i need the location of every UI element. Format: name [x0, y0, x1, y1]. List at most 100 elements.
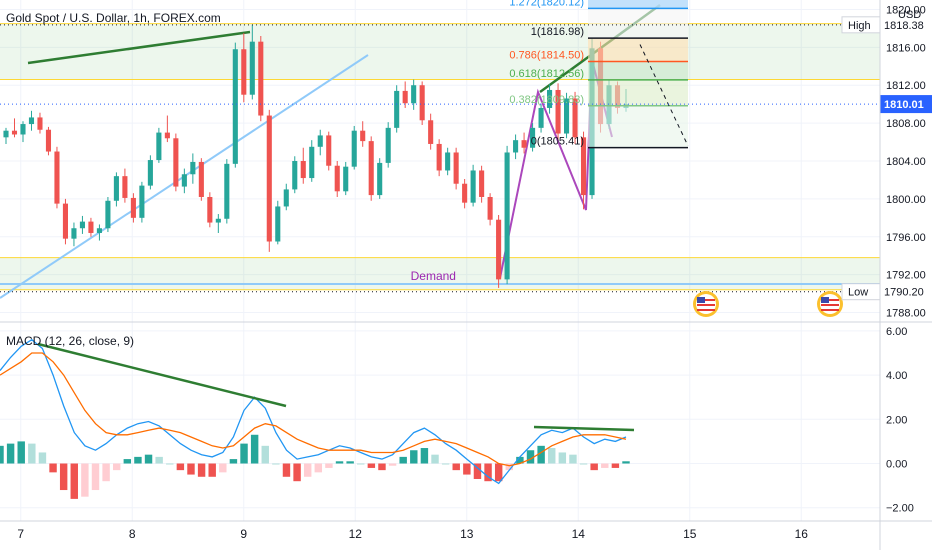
candle-body: [292, 161, 298, 190]
macd-histogram: [0, 434, 630, 499]
macd-tick-label: 0.00: [886, 459, 907, 471]
candle-body: [317, 135, 323, 147]
macd-histogram-bar: [601, 463, 609, 468]
candle-body: [283, 189, 289, 207]
macd-histogram-bar: [473, 463, 482, 479]
candle-body: [249, 41, 255, 95]
macd-histogram-bar: [59, 463, 68, 491]
candle-body: [564, 98, 570, 134]
macd-pane: MACD (12, 26, close, 9): [0, 330, 880, 509]
candle-body: [207, 196, 213, 223]
candle-body: [326, 135, 332, 166]
macd-histogram-bar: [452, 463, 460, 471]
macd-histogram-bar: [208, 463, 216, 477]
time-tick-label: 12: [349, 527, 363, 541]
macd-histogram-bar: [123, 459, 132, 464]
candle-body: [470, 170, 476, 203]
macd-histogram-bar: [335, 461, 344, 464]
fib-level-label: 0.786(1814.50): [509, 50, 584, 62]
macd-lines: [0, 338, 627, 485]
candle-body: [258, 41, 264, 116]
resistance-trendline: [27, 30, 251, 65]
price-lines-layer: Demand: [0, 24, 880, 293]
time-tick-label: 8: [129, 527, 136, 541]
candle-body: [360, 130, 366, 142]
events-layer: [693, 291, 843, 317]
candle-body: [334, 165, 340, 192]
us-flag-icon[interactable]: [693, 291, 719, 317]
price-pane: 1.272(1820.12) 1(1816.98) 0.786(1814.50) 0.…: [0, 0, 880, 521]
candle-body: [54, 151, 60, 204]
macd-tick-label: 4.00: [886, 370, 907, 382]
candle-body: [555, 89, 561, 134]
time-axis: 7 8 9 12 13 14 15 16: [17, 527, 808, 541]
time-tick-label: 14: [572, 527, 586, 541]
macd-tick-label: 6.00: [886, 326, 907, 338]
macd-histogram-bar: [441, 463, 450, 465]
macd-histogram-bar: [325, 463, 333, 468]
macd-histogram-bar: [197, 463, 206, 477]
fib-band: [588, 8, 688, 39]
macd-histogram-bar: [38, 452, 47, 464]
price-tick-label: 1796.00: [886, 232, 926, 244]
candle-body: [71, 228, 77, 239]
macd-histogram-bar: [303, 463, 312, 477]
candle-body: [394, 90, 400, 128]
candle-body: [130, 197, 136, 218]
candle-body: [504, 152, 510, 280]
macd-histogram-bar: [17, 441, 25, 464]
candle-body: [300, 161, 306, 179]
time-tick-label: 16: [795, 527, 809, 541]
macd-histogram-bar: [622, 461, 630, 464]
macd-histogram-bar: [410, 450, 418, 464]
fib-level-label: 0(1805.41): [531, 136, 584, 148]
candle-body: [445, 152, 451, 171]
macd-histogram-bar: [112, 463, 121, 471]
candle-body: [37, 117, 43, 130]
macd-histogram-bar: [272, 463, 280, 465]
candle-body: [377, 162, 383, 196]
candle-body: [3, 130, 9, 138]
time-tick-label: 7: [17, 527, 24, 541]
macd-histogram-bar: [590, 463, 598, 471]
candle-body: [368, 141, 374, 196]
us-flag-icon[interactable]: [817, 291, 843, 317]
macd-histogram-bar: [49, 463, 57, 473]
candle-body: [20, 124, 26, 135]
candle-body: [173, 138, 179, 187]
candle-body: [198, 161, 204, 197]
hl-value: 1790.20: [884, 287, 924, 299]
candle-body: [436, 143, 442, 171]
candle-body: [147, 160, 153, 186]
candle-body: [521, 140, 527, 148]
hl-value: 1818.38: [884, 20, 924, 32]
price-tick-label: 1812.00: [886, 80, 926, 92]
candle-body: [385, 127, 391, 163]
candle-body: [139, 185, 145, 218]
time-tick-label: 15: [683, 527, 697, 541]
macd-histogram-bar: [81, 463, 89, 497]
candle-body: [45, 129, 52, 152]
macd-histogram-bar: [28, 443, 36, 464]
candle-body: [164, 132, 170, 139]
candle-body: [113, 176, 119, 201]
price-tick-label: 1792.00: [886, 270, 926, 282]
macd-histogram-bar: [261, 445, 269, 464]
price-tick-label: 1788.00: [886, 308, 926, 320]
price-tick-label: 1816.00: [886, 42, 926, 54]
candle-body: [351, 130, 357, 167]
macd-histogram-bar: [187, 463, 195, 475]
fib-band: [588, 38, 688, 62]
fib-level-label: 0.382(1809.83): [509, 94, 584, 106]
macd-tick-label: −2.00: [886, 503, 914, 515]
candle-body: [232, 49, 238, 164]
candle-body: [79, 221, 85, 229]
fib-level-label: 1.272(1820.12): [509, 0, 584, 8]
macd-title: MACD (12, 26, close, 9): [6, 334, 134, 348]
time-tick-label: 13: [460, 527, 474, 541]
candle-body: [11, 130, 18, 135]
candle-body: [105, 200, 111, 229]
candle-body: [580, 137, 587, 196]
macd-histogram-bar: [526, 450, 535, 464]
macd-histogram-bar: [134, 456, 142, 464]
